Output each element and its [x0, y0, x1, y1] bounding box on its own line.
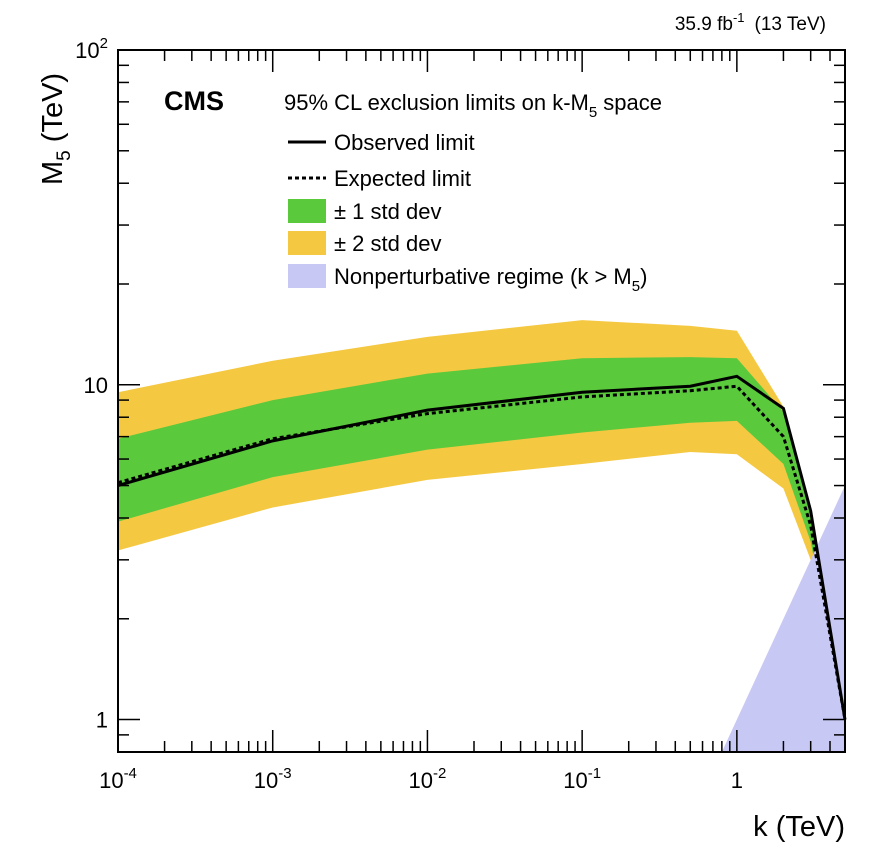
y-axis-label: M5 (TeV)	[37, 73, 75, 185]
one-sigma-band	[118, 357, 845, 720]
limit-lines	[117, 374, 847, 720]
uncertainty-bands	[118, 320, 845, 720]
experiment-label: CMS	[164, 86, 224, 116]
legend-expected-label: Expected limit	[334, 166, 471, 191]
x-tick-label: 10-1	[563, 765, 601, 793]
legend-one-sigma-swatch	[288, 199, 326, 223]
legend-one-sigma-label: ± 1 std dev	[334, 199, 441, 224]
legend-two-sigma-swatch	[288, 231, 326, 255]
y-tick-label: 102	[75, 35, 108, 63]
legend-nonperturbative-label: Nonperturbative regime (k > M5)	[334, 264, 647, 295]
legend-nonperturbative-swatch	[288, 264, 326, 288]
observed-limit-line	[117, 374, 847, 720]
legend: Observed limit Expected limit ± 1 std de…	[288, 130, 647, 295]
tick-labels: 10-4 10-3 10-2 10-1 1 1 10 102	[75, 35, 743, 793]
x-tick-label: 10-3	[254, 765, 292, 793]
plot-frame	[117, 49, 846, 753]
legend-two-sigma-label: ± 2 std dev	[334, 231, 441, 256]
legend-observed-label: Observed limit	[334, 130, 475, 155]
x-tick-label: 1	[731, 768, 743, 793]
x-tick-label: 10-4	[99, 765, 137, 793]
y-tick-label: 10	[84, 373, 108, 398]
x-tick-label: 10-2	[409, 765, 447, 793]
nonperturbative-area	[721, 485, 845, 752]
nonperturbative-region	[721, 485, 845, 752]
axis-ticks	[117, 49, 846, 753]
x-axis-label: k (TeV)	[753, 811, 845, 843]
chart-title: 95% CL exclusion limits on k-M5 space	[284, 90, 662, 121]
luminosity-label: 35.9 fb-1 (13 TeV)	[675, 10, 826, 35]
y-tick-label: 1	[96, 708, 108, 733]
